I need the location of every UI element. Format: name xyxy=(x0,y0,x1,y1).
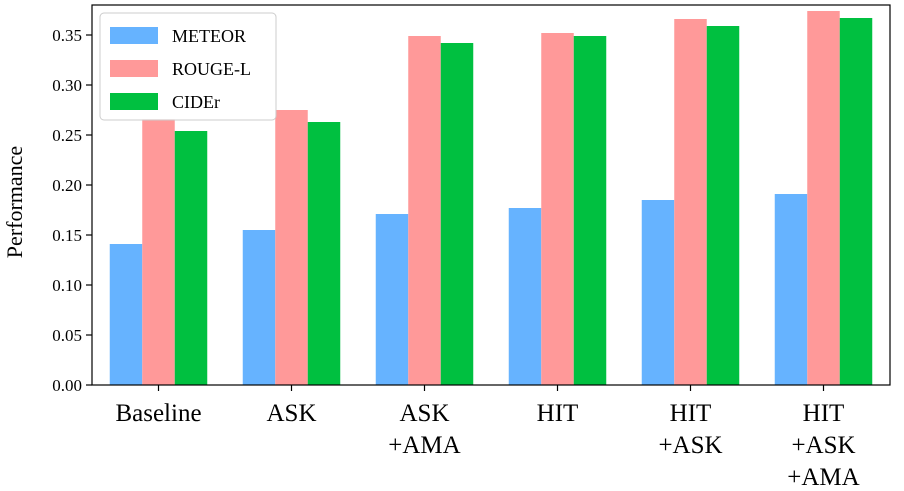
bar-rouge-l-2 xyxy=(408,36,441,385)
y-tick-label: 0.05 xyxy=(52,326,82,345)
x-category-label: ASK xyxy=(399,400,449,427)
bar-meteor-0 xyxy=(109,244,143,385)
bar-rouge-l-4 xyxy=(674,19,707,385)
x-category-label: Baseline xyxy=(115,400,201,427)
axes-layer xyxy=(91,4,891,386)
legend-swatch xyxy=(110,60,158,77)
x-category-label: HIT xyxy=(670,400,712,427)
x-category-label: +AMA xyxy=(388,432,460,459)
bar-meteor-3 xyxy=(508,208,542,385)
y-tick-label: 0.35 xyxy=(52,26,82,45)
bar-meteor-5 xyxy=(774,194,808,385)
bar-cider-0 xyxy=(174,131,208,385)
y-tick-label: 0.00 xyxy=(52,376,82,395)
bars-layer xyxy=(109,11,873,385)
legend-label: METEOR xyxy=(172,26,246,46)
legend-label: CIDEr xyxy=(172,92,220,112)
bar-meteor-1 xyxy=(242,230,276,385)
y-tick-label: 0.15 xyxy=(52,226,82,245)
x-category-label: +ASK xyxy=(658,432,722,459)
x-category-label: HIT xyxy=(803,400,845,427)
x-category-layer: Baseline ASK ASK +AMA HIT HIT +ASK HIT +ASK +AMA xyxy=(115,385,860,491)
plot-frame xyxy=(91,4,891,386)
x-category-label: ASK xyxy=(266,400,316,427)
legend-swatch xyxy=(110,27,158,44)
bar-meteor-2 xyxy=(375,214,409,385)
x-category-label: +AMA xyxy=(787,464,859,491)
bar-meteor-4 xyxy=(641,200,675,385)
x-category-label: +ASK xyxy=(791,432,855,459)
bar-cider-1 xyxy=(307,122,341,385)
bar-rouge-l-3 xyxy=(541,33,574,385)
y-ticks-layer: 0.00 0.05 0.10 0.15 0.20 0.25 0.30 0.35 xyxy=(52,26,92,395)
bar-cider-4 xyxy=(706,26,740,385)
y-tick-label: 0.25 xyxy=(52,126,82,145)
y-tick-label: 0.20 xyxy=(52,176,82,195)
y-tick-label: 0.30 xyxy=(52,76,82,95)
y-axis-title: Performance xyxy=(2,146,27,258)
legend: METEOR ROUGE-L CIDEr xyxy=(99,12,277,121)
bar-cider-5 xyxy=(839,18,873,385)
bar-rouge-l-0 xyxy=(142,119,175,385)
bar-rouge-l-5 xyxy=(807,11,840,385)
legend-label: ROUGE-L xyxy=(172,59,251,79)
x-category-label: HIT xyxy=(537,400,579,427)
legend-swatch xyxy=(110,93,158,110)
bar-cider-2 xyxy=(440,43,474,385)
y-tick-label: 0.10 xyxy=(52,276,82,295)
bar-cider-3 xyxy=(573,36,607,385)
bar-rouge-l-1 xyxy=(275,110,308,385)
